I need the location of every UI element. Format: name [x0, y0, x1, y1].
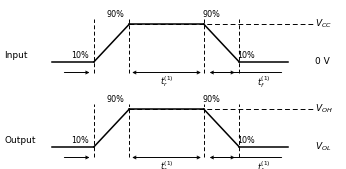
Text: 10%: 10% — [238, 51, 255, 60]
Text: Input: Input — [4, 51, 28, 60]
Text: 0 V: 0 V — [315, 57, 330, 66]
Text: 10%: 10% — [71, 136, 89, 145]
Text: $t_r^{(1)}$: $t_r^{(1)}$ — [160, 159, 173, 169]
Text: 90%: 90% — [107, 95, 125, 104]
Text: $t_r^{(1)}$: $t_r^{(1)}$ — [160, 74, 173, 89]
Text: 90%: 90% — [202, 95, 220, 104]
Text: $t_f^{(1)}$: $t_f^{(1)}$ — [256, 74, 270, 90]
Text: 90%: 90% — [107, 10, 125, 19]
Text: 10%: 10% — [238, 136, 255, 145]
Text: 10%: 10% — [71, 51, 89, 60]
Text: Output: Output — [4, 136, 36, 145]
Text: 90%: 90% — [202, 10, 220, 19]
Text: $V_{OH}$: $V_{OH}$ — [315, 103, 333, 115]
Text: $V_{CC}$: $V_{CC}$ — [315, 18, 332, 30]
Text: $V_{OL}$: $V_{OL}$ — [315, 141, 331, 153]
Text: $t_f^{(1)}$: $t_f^{(1)}$ — [256, 159, 270, 169]
